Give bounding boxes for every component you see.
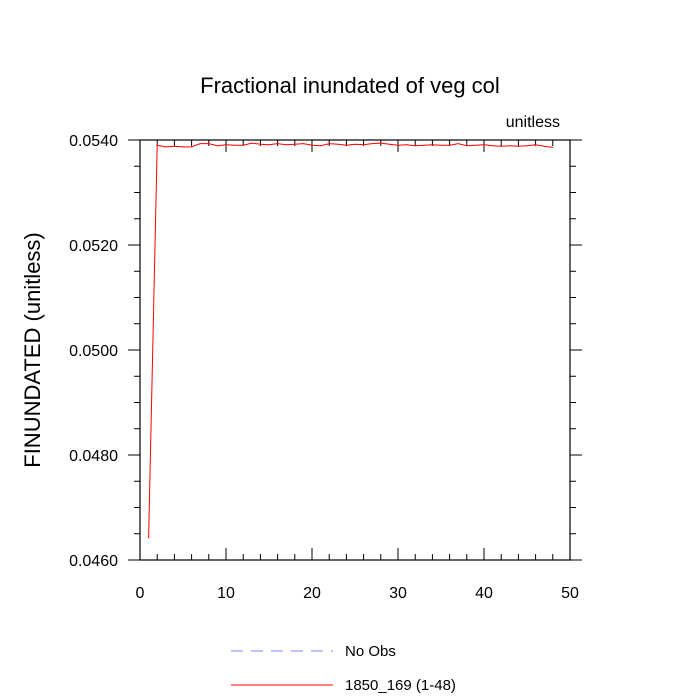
- x-tick-label: 30: [389, 585, 407, 602]
- data-point: [363, 144, 365, 146]
- data-point: [466, 145, 468, 147]
- data-point: [543, 145, 545, 147]
- data-point: [414, 145, 416, 147]
- data-point: [371, 143, 373, 145]
- data-point: [191, 146, 193, 148]
- data-point: [156, 144, 158, 146]
- data-point: [535, 144, 537, 146]
- y-tick-label: 0.0460: [69, 553, 118, 570]
- y-tick-label: 0.0520: [69, 238, 118, 255]
- data-point: [251, 142, 253, 144]
- data-point: [526, 145, 528, 147]
- x-tick-label: 20: [303, 585, 321, 602]
- data-point: [492, 145, 494, 147]
- axis-ticks: 0 10 20 30 40 50 0.0460 0.0480 0.0500 0.0520 0.054…: [69, 133, 582, 602]
- series-layer: [148, 142, 554, 539]
- data-point: [268, 144, 270, 146]
- units-label: unitless: [506, 114, 560, 131]
- data-point: [483, 144, 485, 146]
- series-line: [148, 142, 553, 538]
- legend-label: No Obs: [345, 643, 396, 660]
- data-point: [208, 143, 210, 145]
- data-point: [431, 144, 433, 146]
- data-point: [388, 143, 390, 145]
- y-tick-label: 0.0540: [69, 133, 118, 150]
- data-point: [277, 143, 279, 145]
- plot-frame: [139, 139, 571, 561]
- data-point: [328, 143, 330, 145]
- legend-label: 1850_169 (1-48): [345, 677, 456, 694]
- data-point: [509, 145, 511, 147]
- data-point: [406, 144, 408, 146]
- x-tick-label: 50: [561, 585, 579, 602]
- data-point: [449, 144, 451, 146]
- data-point: [457, 143, 459, 145]
- x-tick-label: 10: [217, 585, 235, 602]
- data-point: [302, 143, 304, 145]
- y-axis-label: FINUNDATED (unitless): [20, 232, 45, 468]
- data-point: [182, 146, 184, 148]
- data-point: [225, 144, 227, 146]
- data-point: [285, 144, 287, 146]
- data-point: [199, 143, 201, 145]
- y-tick-label: 0.0480: [69, 448, 118, 465]
- data-point: [517, 145, 519, 147]
- x-tick-label: 40: [475, 585, 493, 602]
- y-tick-label: 0.0500: [69, 343, 118, 360]
- data-point: [311, 144, 313, 146]
- data-point: [345, 144, 347, 146]
- data-point: [500, 145, 502, 147]
- x-tick-label: 0: [136, 585, 145, 602]
- data-point: [552, 146, 554, 148]
- data-point: [259, 143, 261, 145]
- data-point: [320, 145, 322, 147]
- data-point: [440, 144, 442, 146]
- data-point: [148, 537, 150, 539]
- data-point: [397, 144, 399, 146]
- legend: No Obs 1850_169 (1-48): [231, 643, 456, 694]
- data-point: [474, 144, 476, 146]
- chart-title: Fractional inundated of veg col: [200, 73, 500, 98]
- data-point: [354, 143, 356, 145]
- data-point: [234, 144, 236, 146]
- data-point: [242, 144, 244, 146]
- data-point: [173, 145, 175, 147]
- data-point: [165, 146, 167, 148]
- data-point: [423, 144, 425, 146]
- data-point: [337, 143, 339, 145]
- data-point: [294, 143, 296, 145]
- data-point: [380, 142, 382, 144]
- data-point: [216, 145, 218, 147]
